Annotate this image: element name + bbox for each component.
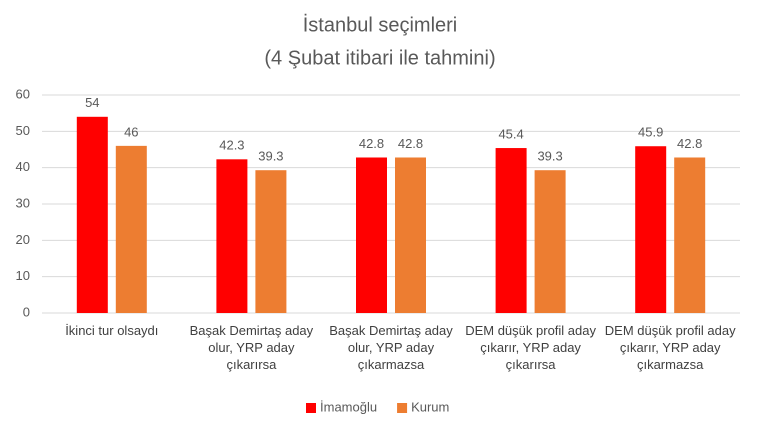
legend-label: Kurum <box>411 399 449 414</box>
y-tick-label: 20 <box>16 232 30 247</box>
chart-title: İstanbul seçimleri <box>303 13 458 36</box>
legend-swatch <box>397 403 408 413</box>
legend-swatch <box>306 403 316 413</box>
bar <box>395 157 426 313</box>
bar <box>255 170 287 313</box>
value-label: 42.8 <box>677 136 702 151</box>
value-label: 54 <box>85 95 99 110</box>
bar <box>635 146 667 313</box>
bar <box>495 148 527 313</box>
value-label: 42.8 <box>398 136 423 151</box>
value-label: 39.3 <box>537 149 562 164</box>
y-tick-label: 30 <box>16 195 30 210</box>
bar <box>534 170 566 313</box>
x-tick-label: DEM düşük profil aday çıkarır, YRP aday … <box>465 323 596 372</box>
legend-label: İmamoğlu <box>320 399 377 414</box>
bar <box>216 159 248 313</box>
value-label: 42.8 <box>359 136 384 151</box>
bar <box>76 116 108 313</box>
y-tick-label: 50 <box>16 123 30 138</box>
value-label: 46 <box>124 124 138 139</box>
value-label: 45.4 <box>498 126 523 141</box>
chart-subtitle: (4 Şubat itibari ile tahmini) <box>264 47 495 69</box>
value-label: 42.3 <box>219 138 244 153</box>
x-tick-label: Başak Demirtaş aday olur, YRP aday çıkar… <box>189 323 314 372</box>
bar <box>674 157 706 313</box>
x-tick-label: İkinci tur olsaydı <box>65 323 159 338</box>
y-tick-label: 40 <box>16 159 30 174</box>
y-tick-label: 0 <box>23 304 30 319</box>
x-tick-label: Başak Demirtaş aday olur, YRP aday çıkar… <box>329 323 453 372</box>
bar <box>356 157 387 313</box>
value-label: 39.3 <box>258 149 283 164</box>
value-label: 45.9 <box>638 125 663 140</box>
y-tick-label: 10 <box>16 268 30 283</box>
bar <box>115 145 147 313</box>
x-tick-label: DEM düşük profil aday çıkarır, YRP aday … <box>604 323 736 372</box>
y-tick-label: 60 <box>16 86 30 101</box>
